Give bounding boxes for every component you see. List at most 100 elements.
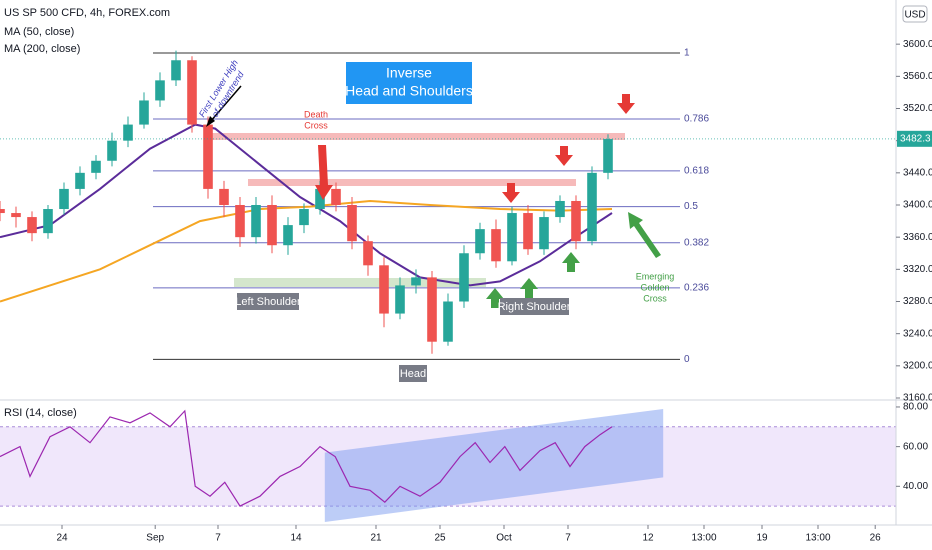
price-layer [0,50,613,507]
red-arrow [502,183,520,203]
x-tick-label: 26 [870,533,882,544]
candle-body [555,200,565,218]
candle-body [299,209,309,226]
head-label: Head [400,368,426,380]
candle-body [507,213,517,262]
candle-body [123,124,133,141]
candle-body [11,213,21,218]
rsi-line [0,409,613,507]
candle-body [443,301,453,342]
label-box [500,298,569,315]
y-tick-label: 3400.0 [903,200,932,211]
fib-label: 0 [684,354,690,365]
candle-body [283,225,293,246]
chart-title: US SP 500 CFD, 4h, FOREX.com [4,7,170,19]
candle-body [203,124,213,189]
green-arrow [562,252,580,272]
candle-body [539,217,549,250]
support-zone [234,278,486,287]
last-price-box [897,130,932,147]
resistance-zone [248,179,576,186]
red-arrow [555,146,573,166]
y-tick-label: 3520.0 [903,103,932,114]
rsi-channel [324,408,664,522]
candle-body [75,172,85,189]
death-cross-label: Cross [304,120,328,130]
candle-body [43,209,53,234]
candle-body [587,172,597,242]
y-tick-label: 3440.0 [903,167,932,178]
rsi-tick-label: 60.00 [903,441,928,452]
candle-body [411,277,421,286]
y-tick-label: 3560.0 [903,71,932,82]
candle-body [59,188,69,210]
x-tick-label: 13:00 [805,533,830,544]
fib-label: 0.786 [684,114,709,125]
candle-body [155,80,165,101]
fib-label: 0.5 [684,201,698,212]
pattern-box [346,62,472,104]
x-tick-label: 25 [434,533,446,544]
candle-body [315,188,325,210]
red-arrow [315,145,333,200]
y-tick-label: 3280.0 [903,296,932,307]
left-shoulder-label: Left Shoulder [235,296,301,308]
candle-body [27,217,37,234]
fib-label: 1 [684,48,690,59]
rsi-tick-label: 40.00 [903,481,928,492]
candle-body [347,205,357,242]
currency-label[interactable]: USD [904,10,925,21]
candle-body [331,188,341,205]
rsi-legend: RSI (14, close) [4,407,77,419]
fib-label: 0.236 [684,282,709,293]
resistance-zone [207,133,625,140]
y-tick-label: 3360.0 [903,232,932,243]
candle-body [523,213,533,250]
candle-body [603,139,613,173]
candle-body [267,205,277,246]
x-tick-label: Sep [146,533,164,544]
y-tick-label: 3240.0 [903,328,932,339]
currency-button[interactable] [902,5,928,23]
candle-body [171,60,181,81]
right-shoulder-label: Right Shoulder [498,301,571,313]
y-tick-label: 3600.0 [903,39,932,50]
back-layer: 1 0.786 0.618 0.5 0.382 0.236 0 [0,48,896,522]
golden-cross-label: Cross [643,293,667,303]
candle-body [251,205,261,238]
candle-body [187,60,197,125]
pointer-line [209,85,242,123]
label-box [399,365,427,382]
pointer-head [206,116,215,127]
x-tick-label: 12 [642,533,654,544]
x-tick-label: 13:00 [691,533,716,544]
fib-label: 0.618 [684,165,709,176]
green-arrow [628,212,661,258]
x-tick-label: 21 [370,533,382,544]
candle-body [219,188,229,205]
label-box [237,293,299,310]
golden-cross-label: Golden [640,282,669,292]
x-tick-label: Oct [496,533,512,544]
y-tick-label: 3160.0 [903,393,932,404]
red-arrow [617,94,635,114]
green-arrow [486,288,504,308]
pattern-title: Head and Shoulders [345,83,473,99]
axis-layer: 3160.0 3200.0 3240.0 3280.0 3320.0 3360.0 3400… [0,39,932,544]
candle-body [91,160,101,173]
ma50-legend: MA (50, close) [4,26,74,38]
golden-cross-label: Emerging [636,271,675,281]
candle-body [491,229,501,262]
x-tick-label: 7 [215,533,221,544]
candle-body [139,100,149,125]
green-arrow [520,278,538,298]
ma200-legend: MA (200, close) [4,43,80,55]
candle-body [459,253,469,302]
candle-body [235,205,245,238]
candle-body [363,241,373,266]
moving-average [0,199,613,303]
candle-body [571,200,581,242]
candle-body [427,277,437,342]
candle-body [379,265,389,314]
